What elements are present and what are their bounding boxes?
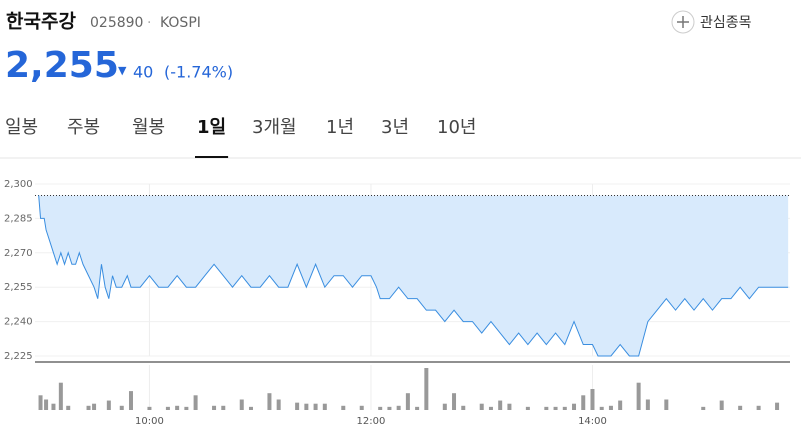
y-tick-label: 2,225 bbox=[4, 351, 33, 362]
x-tick-label: 14:00 bbox=[578, 416, 607, 427]
volume-bar bbox=[405, 393, 410, 410]
price-line bbox=[38, 195, 789, 357]
volume-bar bbox=[322, 403, 327, 410]
y-tick-label: 2,240 bbox=[4, 317, 33, 328]
volume-bar bbox=[147, 406, 152, 410]
volume-bar bbox=[341, 405, 346, 410]
volume-bar bbox=[719, 400, 724, 410]
change-pct: (-1.74%) bbox=[164, 63, 233, 82]
volume-bar bbox=[572, 403, 577, 410]
volume-bar bbox=[618, 400, 623, 410]
volume-bar bbox=[304, 403, 309, 410]
watch-button[interactable]: 관심종목 bbox=[671, 10, 752, 34]
volume-bar bbox=[295, 402, 300, 410]
volume-bar bbox=[599, 406, 604, 410]
volume-bar bbox=[86, 405, 91, 410]
volume-bar bbox=[664, 399, 669, 410]
y-tick-label: 2,255 bbox=[4, 282, 33, 293]
y-tick-label: 2,285 bbox=[4, 213, 33, 224]
volume-bar bbox=[276, 399, 281, 410]
volume-bar bbox=[106, 400, 111, 410]
y-tick-label: 2,300 bbox=[4, 179, 33, 190]
volume-bar bbox=[498, 400, 503, 410]
volume-bar bbox=[581, 395, 586, 410]
volume-bar bbox=[479, 403, 484, 410]
price: 2,255 bbox=[5, 45, 119, 86]
separator: · bbox=[147, 15, 151, 31]
watch-label[interactable]: 관심종목 bbox=[700, 15, 752, 31]
volume-bar bbox=[165, 406, 170, 410]
volume-bar bbox=[562, 406, 567, 410]
tab[interactable]: 월봉 bbox=[132, 117, 165, 138]
volume-bar bbox=[378, 406, 383, 410]
volume-bar bbox=[58, 382, 63, 410]
market: KOSPI bbox=[160, 15, 201, 31]
volume-bar bbox=[44, 399, 49, 410]
tab[interactable]: 주봉 bbox=[67, 117, 100, 138]
arrow: ▼ bbox=[118, 64, 127, 77]
volume-bar bbox=[92, 403, 97, 410]
volume-bar bbox=[66, 405, 71, 410]
volume-bar bbox=[248, 406, 253, 410]
y-tick-label: 2,270 bbox=[4, 248, 33, 259]
volume-bar bbox=[553, 406, 558, 410]
stock-name: 한국주강 bbox=[6, 11, 76, 33]
volume-bar bbox=[221, 405, 226, 410]
volume-bar bbox=[590, 389, 595, 410]
volume-bar bbox=[396, 405, 401, 410]
volume-bar bbox=[51, 403, 56, 410]
volume-bar bbox=[452, 393, 457, 410]
volume-bar bbox=[212, 405, 217, 410]
x-tick-label: 12:00 bbox=[357, 416, 386, 427]
volume-bar bbox=[193, 395, 198, 410]
tab[interactable]: 일봉 bbox=[5, 117, 38, 138]
volume-bar bbox=[544, 406, 549, 410]
volume-bar bbox=[608, 405, 613, 410]
tab[interactable]: 10년 bbox=[437, 117, 476, 138]
volume-bar bbox=[239, 399, 244, 410]
volume-bar bbox=[313, 403, 318, 410]
tab[interactable]: 3개월 bbox=[252, 117, 297, 138]
volume-bar bbox=[461, 405, 466, 410]
volume-bar bbox=[387, 406, 392, 410]
volume-bar bbox=[507, 403, 512, 410]
volume-bar bbox=[488, 406, 493, 410]
volume-bar bbox=[359, 405, 364, 410]
volume-bar bbox=[184, 406, 189, 410]
volume-bar bbox=[701, 406, 706, 410]
volume-bar bbox=[756, 405, 761, 410]
x-tick-label: 10:00 bbox=[135, 416, 164, 427]
volume-bar bbox=[38, 395, 43, 410]
tab[interactable]: 1년 bbox=[326, 117, 354, 138]
volume-bar bbox=[442, 403, 447, 410]
change: 40 bbox=[133, 63, 153, 82]
tab[interactable]: 1일 bbox=[197, 117, 226, 138]
volume-bar bbox=[738, 405, 743, 410]
volume-bar bbox=[775, 402, 780, 410]
volume-bar bbox=[525, 406, 530, 410]
area bbox=[38, 195, 789, 356]
volume-bar bbox=[424, 368, 429, 410]
plus bbox=[677, 16, 689, 28]
volume-bar bbox=[415, 406, 420, 410]
volume-bar bbox=[175, 405, 180, 410]
volume-bar bbox=[267, 393, 272, 410]
volume-bar bbox=[636, 382, 641, 410]
volume-bar bbox=[645, 399, 650, 410]
volume-bar bbox=[119, 405, 124, 410]
stock-code: 025890 bbox=[90, 15, 143, 31]
volume-bar bbox=[128, 391, 133, 410]
tab[interactable]: 3년 bbox=[381, 117, 409, 138]
